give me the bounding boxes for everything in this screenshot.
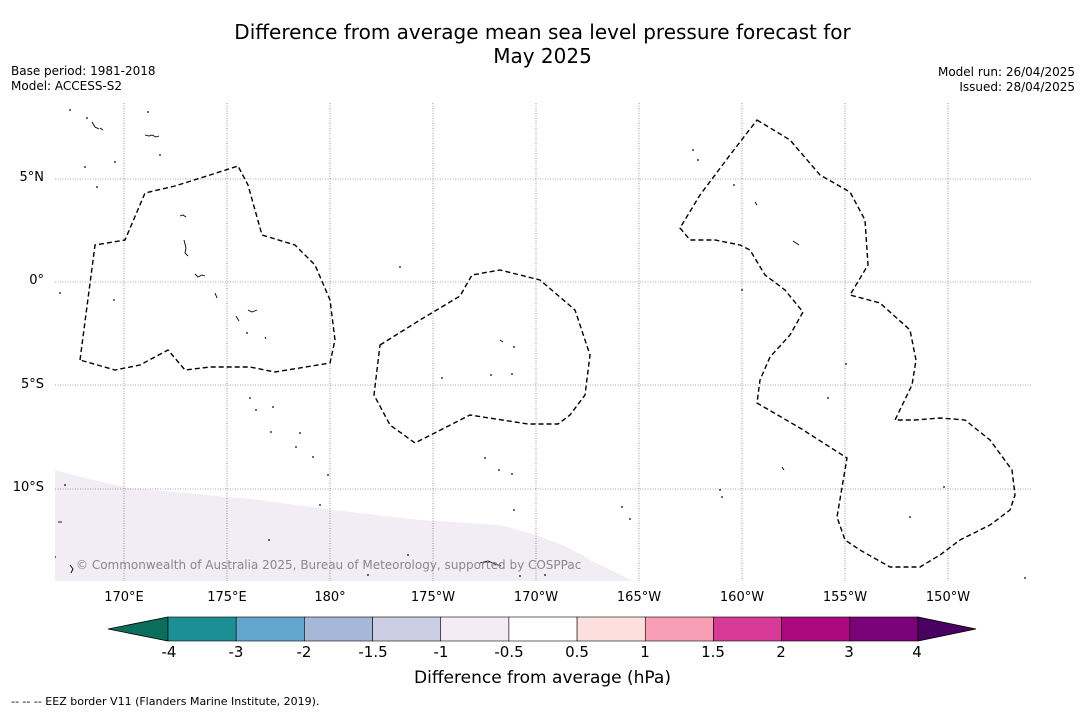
colorbar-segment	[576, 616, 646, 642]
anomaly-shading	[55, 470, 633, 581]
colorbar-tick: -0.5	[494, 643, 524, 661]
colorbar-label: Difference from average (hPa)	[414, 668, 671, 688]
colorbar-segment	[849, 616, 919, 642]
colorbar-segment	[372, 616, 442, 642]
lon-label-170e: 170°E	[104, 590, 144, 605]
colorbar-tick: 0.5	[565, 643, 589, 661]
colorbar-under-arrow	[107, 616, 169, 642]
base-period: Base period: 1981-2018	[11, 64, 156, 78]
colorbar-segment	[781, 616, 851, 642]
lon-label-175w: 175°W	[410, 590, 456, 605]
map-area	[55, 103, 1031, 581]
colorbar-tick: -4	[161, 643, 177, 661]
colorbar-tick: 2	[776, 643, 786, 661]
title-line-1: Difference from average mean sea level p…	[234, 20, 851, 44]
colorbar-tick: -2	[296, 643, 312, 661]
colorbar-segment	[440, 616, 510, 642]
colorbar-tick: -1.5	[358, 643, 388, 661]
eez-borders	[79, 119, 1016, 568]
colorbar-segment	[235, 616, 305, 642]
eez-legend-footer: -- -- -- EEZ border V11 (Flanders Marine…	[11, 695, 320, 708]
model-name: Model: ACCESS-S2	[11, 79, 123, 93]
eez-kiribati-phoenix	[373, 269, 591, 444]
model-run: Model run: 26/04/2025	[937, 65, 1075, 79]
lon-label-175e: 175°E	[207, 590, 247, 605]
colorbar-segments	[167, 616, 919, 642]
eez-kiribati-line	[679, 119, 1016, 568]
lat-label-0: 0°	[29, 273, 44, 288]
colorbar-tick: 3	[844, 643, 854, 661]
chart-title: Difference from average mean sea level p…	[0, 20, 1085, 68]
issued-date: Issued: 28/04/2025	[959, 80, 1075, 94]
small-islets	[55, 109, 1026, 579]
lon-label-155w: 155°W	[822, 590, 868, 605]
copyright-notice: © Commonwealth of Australia 2025, Bureau…	[76, 558, 582, 572]
colorbar-tick: -3	[228, 643, 244, 661]
islands	[58, 121, 800, 574]
lon-label-165w: 165°W	[616, 590, 662, 605]
colorbar-tick: -1	[433, 643, 449, 661]
colorbar-tick: 1	[640, 643, 650, 661]
colorbar-segment	[713, 616, 782, 642]
meta-right: Model run: 26/04/2025 Issued: 28/04/2025	[938, 65, 1075, 95]
colorbar-tick: 4	[912, 643, 922, 661]
lon-label-170w: 170°W	[513, 590, 559, 605]
colorbar-over-arrow	[917, 616, 977, 642]
lat-label-5n: 5°N	[19, 170, 45, 185]
colorbar-segment	[508, 616, 578, 642]
title-line-2: May 2025	[493, 44, 592, 68]
lat-label-10s: 10°S	[12, 480, 44, 495]
lat-label-5s: 5°S	[20, 377, 44, 392]
lon-label-150w: 150°W	[925, 590, 971, 605]
gridlines	[55, 103, 1031, 581]
colorbar-tick: 1.5	[701, 643, 725, 661]
colorbar-segment	[644, 616, 714, 642]
lon-label-160w: 160°W	[719, 590, 765, 605]
eez-kiribati-gilberts	[79, 165, 336, 373]
colorbar-segment	[167, 616, 237, 642]
meta-left: Base period: 1981-2018 Model: ACCESS-S2	[11, 64, 156, 94]
lon-label-180: 180°	[314, 590, 346, 605]
colorbar-segment	[304, 616, 373, 642]
map-svg	[55, 103, 1031, 581]
